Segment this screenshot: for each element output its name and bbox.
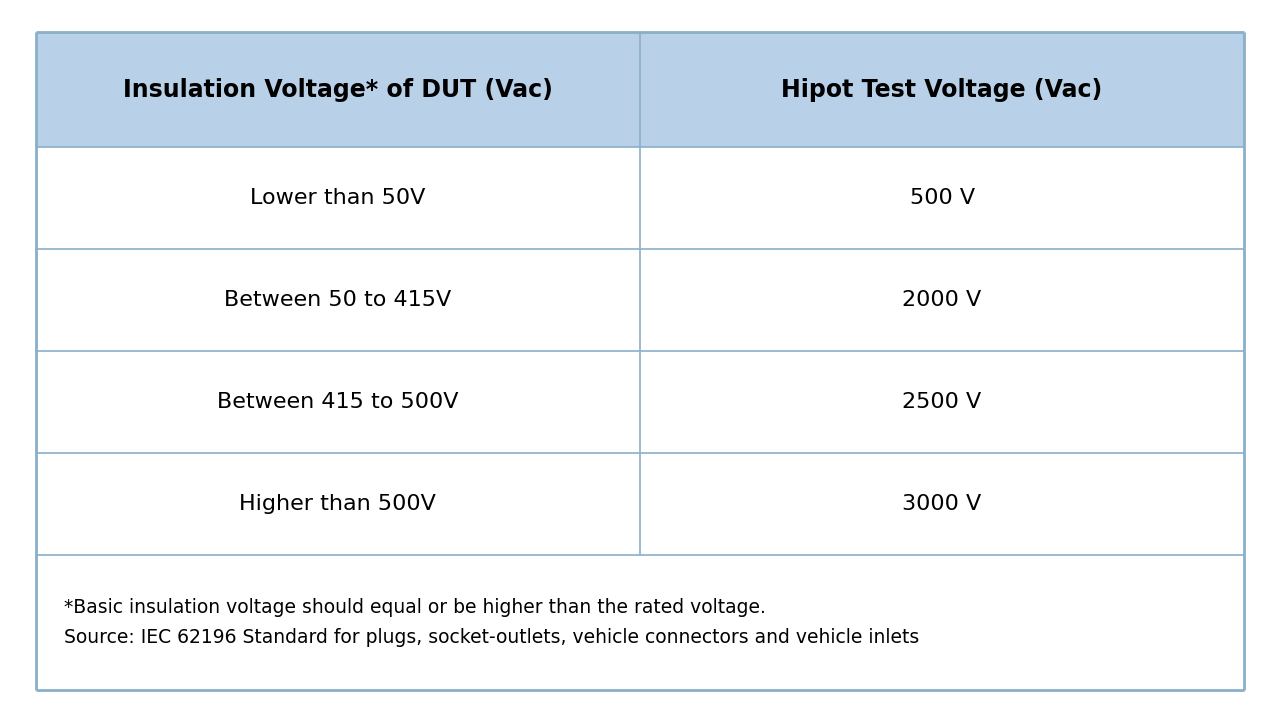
Text: Higher than 500V: Higher than 500V (239, 494, 436, 514)
Bar (640, 148, 1244, 249)
Text: Between 415 to 500V: Between 415 to 500V (218, 392, 458, 412)
Bar (640, 453, 1244, 555)
Text: Hipot Test Voltage (Vac): Hipot Test Voltage (Vac) (782, 78, 1102, 102)
Bar (640, 249, 1244, 351)
Text: Insulation Voltage* of DUT (Vac): Insulation Voltage* of DUT (Vac) (123, 78, 553, 102)
Bar (36, 148, 640, 249)
Bar (36, 32, 640, 148)
Bar (36, 351, 640, 453)
Bar (36, 555, 1244, 690)
Text: 500 V: 500 V (910, 189, 974, 208)
Text: Lower than 50V: Lower than 50V (250, 189, 426, 208)
Bar (36, 249, 640, 351)
Text: 2500 V: 2500 V (902, 392, 982, 412)
Text: 3000 V: 3000 V (902, 494, 982, 514)
Text: 2000 V: 2000 V (902, 290, 982, 310)
Text: *Basic insulation voltage should equal or be higher than the rated voltage.
Sour: *Basic insulation voltage should equal o… (64, 598, 919, 647)
Bar (36, 453, 640, 555)
Text: Between 50 to 415V: Between 50 to 415V (224, 290, 452, 310)
Bar (640, 351, 1244, 453)
Bar (640, 32, 1244, 148)
